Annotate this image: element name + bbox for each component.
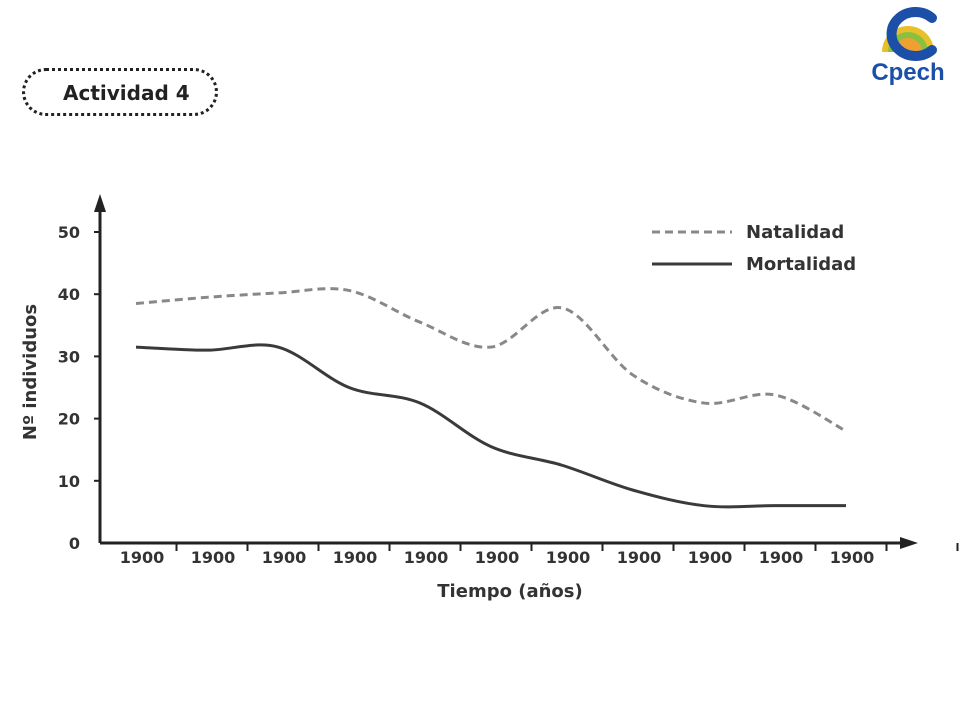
y-tick-label: 50 bbox=[58, 223, 80, 242]
y-tick-label: 40 bbox=[58, 285, 80, 304]
x-tick-label: 1900 bbox=[546, 548, 591, 567]
y-axis-label: Nº individuos bbox=[20, 304, 41, 440]
x-tick-label: 1900 bbox=[688, 548, 733, 567]
x-tick-label: 1900 bbox=[120, 548, 165, 567]
x-tick-label: 1900 bbox=[830, 548, 875, 567]
y-axis-arrow bbox=[94, 194, 106, 212]
logo-text: Cpech bbox=[871, 59, 944, 86]
legend-label: Natalidad bbox=[746, 222, 844, 243]
x-tick-label: 1900 bbox=[617, 548, 662, 567]
y-tick-label: 0 bbox=[69, 534, 80, 553]
cpech-logo: Cpech bbox=[871, 7, 945, 86]
x-tick-label: 1900 bbox=[333, 548, 378, 567]
series-line-natalidad bbox=[135, 287, 847, 433]
x-axis-arrow bbox=[900, 537, 918, 549]
activity-label: Actividad 4 bbox=[63, 81, 190, 105]
series-line-mortalidad bbox=[135, 343, 846, 509]
y-tick-label: 30 bbox=[58, 347, 80, 366]
legend-label: Mortalidad bbox=[746, 254, 856, 275]
x-tick-label: 1900 bbox=[475, 548, 520, 567]
x-tick-label: 1900 bbox=[404, 548, 449, 567]
x-tick-label: 1900 bbox=[759, 548, 804, 567]
activity-badge: Actividad 4 bbox=[22, 68, 218, 116]
y-tick-label: 10 bbox=[58, 472, 80, 491]
x-axis-label: Tiempo (años) bbox=[437, 581, 582, 602]
x-tick-label: 1900 bbox=[262, 548, 307, 567]
y-tick-label: 20 bbox=[58, 410, 80, 429]
x-tick-label: 1900 bbox=[191, 548, 236, 567]
